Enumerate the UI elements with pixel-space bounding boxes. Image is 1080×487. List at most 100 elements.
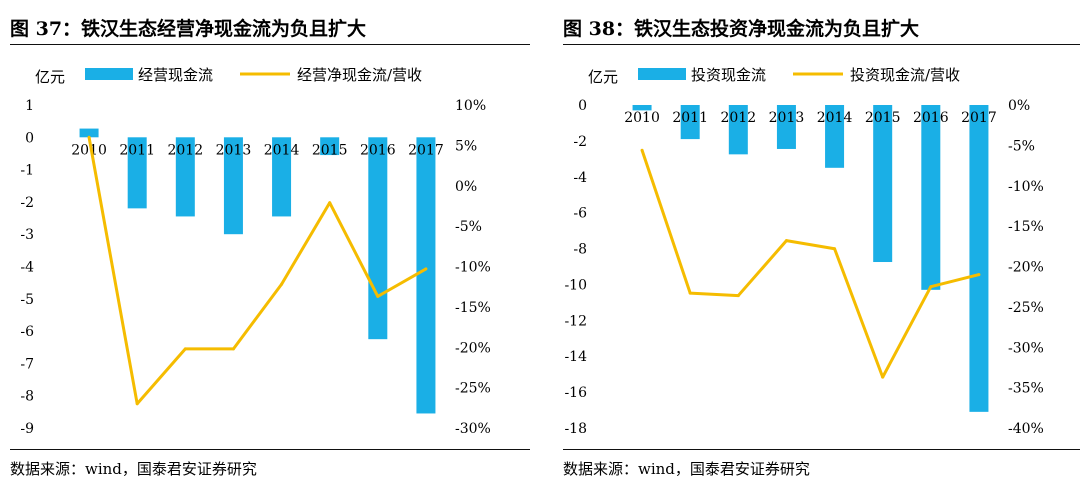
category-tick-label: 2010 bbox=[71, 142, 107, 158]
right-axis-tick-label: -5% bbox=[1008, 138, 1035, 154]
bar-mark bbox=[825, 105, 845, 168]
left-axis-tick-label: -14 bbox=[564, 349, 587, 365]
bottom-rule bbox=[10, 449, 530, 450]
legend-bar-label: 经营现金流 bbox=[138, 66, 213, 84]
left-axis-tick-label: -16 bbox=[564, 385, 587, 401]
right-axis-tick-label: -15% bbox=[1008, 219, 1044, 235]
legend-line-label: 经营净现金流/营收 bbox=[297, 66, 422, 84]
left-axis-tick-label: -10 bbox=[564, 277, 587, 293]
left-axis-tick-label: -6 bbox=[20, 324, 34, 340]
category-tick-label: 2013 bbox=[769, 110, 805, 126]
right-axis-tick-label: -15% bbox=[455, 300, 491, 316]
line-point bbox=[736, 294, 740, 298]
category-tick-label: 2012 bbox=[167, 142, 203, 158]
bar-mark bbox=[127, 137, 147, 209]
right-axis-tick-label: -5% bbox=[455, 219, 482, 235]
bar-mark bbox=[223, 137, 243, 235]
category-tick-label: 2016 bbox=[913, 110, 949, 126]
right-axis-tick-label: -30% bbox=[1008, 340, 1044, 356]
category-tick-label: 2015 bbox=[312, 142, 348, 158]
source-note: 数据来源：wind，国泰君安证券研究 bbox=[10, 460, 257, 478]
bar-mark bbox=[416, 137, 436, 414]
bar-mark bbox=[776, 105, 796, 149]
legend-bar-label: 投资现金流 bbox=[691, 66, 766, 84]
category-tick-label: 2017 bbox=[961, 110, 997, 126]
bar-mark bbox=[921, 105, 941, 290]
legend-bar-swatch bbox=[85, 68, 133, 80]
left-axis-tick-label: 0 bbox=[25, 130, 34, 146]
left-axis-tick-label: -7 bbox=[20, 356, 34, 372]
left-axis-tick-label: -2 bbox=[20, 195, 34, 211]
bar-mark bbox=[873, 105, 893, 263]
ratio-line bbox=[640, 149, 980, 379]
right-axis-tick-label: 0% bbox=[1008, 98, 1030, 114]
line-point bbox=[784, 239, 788, 243]
right-axis-tick-label: -35% bbox=[1008, 381, 1044, 397]
left-axis-tick-label: -5 bbox=[20, 292, 34, 308]
right-axis-tick-label: -25% bbox=[455, 381, 491, 397]
line-point bbox=[424, 267, 428, 271]
category-tick-label: 2014 bbox=[264, 142, 300, 158]
unit-label: 亿元 bbox=[35, 68, 65, 86]
chart-investing-cashflow: 亿元 投资现金流 投资现金流/营收 0 -2 -4 -6 -8 -10 -12 -14 -16 -18 0… bbox=[564, 66, 1044, 437]
line-point bbox=[231, 347, 235, 351]
right-axis-tick-label: -10% bbox=[1008, 179, 1044, 195]
left-axis-tick-label: -3 bbox=[20, 227, 34, 243]
line-point bbox=[833, 247, 837, 251]
left-axis-tick-label: -9 bbox=[20, 421, 34, 437]
bar-mark bbox=[320, 137, 340, 156]
line-point bbox=[87, 135, 91, 139]
figure-title: 图 38：铁汉生态投资净现金流为负且扩大 bbox=[563, 18, 920, 40]
figure-title: 图 37：铁汉生态经营净现金流为负且扩大 bbox=[10, 18, 367, 40]
line-point bbox=[376, 294, 380, 298]
bar-mark bbox=[969, 105, 989, 412]
right-axis-tick-label: -40% bbox=[1008, 421, 1044, 437]
right-axis-tick-label: -20% bbox=[455, 340, 491, 356]
legend-bar-swatch bbox=[638, 68, 686, 80]
category-tick-label: 2013 bbox=[216, 142, 252, 158]
category-tick-label: 2016 bbox=[360, 142, 396, 158]
category-tick-label: 2011 bbox=[119, 142, 155, 158]
category-tick-label: 2012 bbox=[720, 110, 756, 126]
bar-mark bbox=[272, 137, 292, 217]
category-tick-label: 2017 bbox=[408, 142, 444, 158]
category-tick-label: 2010 bbox=[624, 110, 660, 126]
chart-operating-cashflow: 亿元 经营现金流 经营净现金流/营收 1 0 -1 -2 -3 -4 -5 -6 -7 -8 -9 10% 5… bbox=[20, 66, 491, 437]
left-axis-tick-label: 0 bbox=[578, 98, 587, 114]
bar-mark bbox=[79, 128, 99, 138]
line-point bbox=[640, 148, 644, 152]
left-axis-tick-label: -8 bbox=[573, 242, 587, 258]
right-axis-tick-label: 5% bbox=[455, 138, 477, 154]
left-axis-tick-label: -8 bbox=[20, 389, 34, 405]
left-axis-tick-label: -18 bbox=[564, 421, 587, 437]
chart-panel-37: 图 37：铁汉生态经营净现金流为负且扩大 亿元 经营现金流 经营净现金流/营收 1 0 -… bbox=[10, 0, 530, 487]
line-point bbox=[977, 273, 981, 277]
bar-mark bbox=[368, 137, 388, 340]
left-axis-tick-label: -6 bbox=[573, 206, 587, 222]
top-rule bbox=[563, 44, 1080, 45]
line-point bbox=[135, 402, 139, 406]
category-tick-label: 2011 bbox=[672, 110, 708, 126]
ratio-line bbox=[87, 137, 427, 406]
line-point bbox=[688, 291, 692, 295]
left-axis-tick-label: -4 bbox=[20, 260, 34, 276]
category-tick-label: 2014 bbox=[817, 110, 853, 126]
right-axis-tick-label: -30% bbox=[455, 421, 491, 437]
right-axis-tick-label: -10% bbox=[455, 260, 491, 276]
line-point bbox=[183, 347, 187, 351]
bar-mark bbox=[680, 105, 700, 140]
line-point bbox=[328, 201, 332, 205]
right-axis-tick-label: 10% bbox=[455, 98, 486, 114]
right-axis-tick-label: -20% bbox=[1008, 260, 1044, 276]
right-axis-tick-label: 0% bbox=[455, 179, 477, 195]
left-axis-tick-label: -4 bbox=[573, 170, 587, 186]
category-tick-label: 2015 bbox=[865, 110, 901, 126]
left-axis-tick-label: 1 bbox=[25, 98, 34, 114]
source-note: 数据来源：wind，国泰君安证券研究 bbox=[563, 460, 810, 478]
chart-panel-38: 图 38：铁汉生态投资净现金流为负且扩大 亿元 投资现金流 投资现金流/营收 0 -2 -… bbox=[563, 0, 1080, 487]
top-rule bbox=[10, 44, 530, 45]
line-point bbox=[881, 375, 885, 379]
legend-line-label: 投资现金流/营收 bbox=[850, 66, 960, 84]
right-axis-tick-label: -25% bbox=[1008, 300, 1044, 316]
bar-mark bbox=[175, 137, 195, 217]
